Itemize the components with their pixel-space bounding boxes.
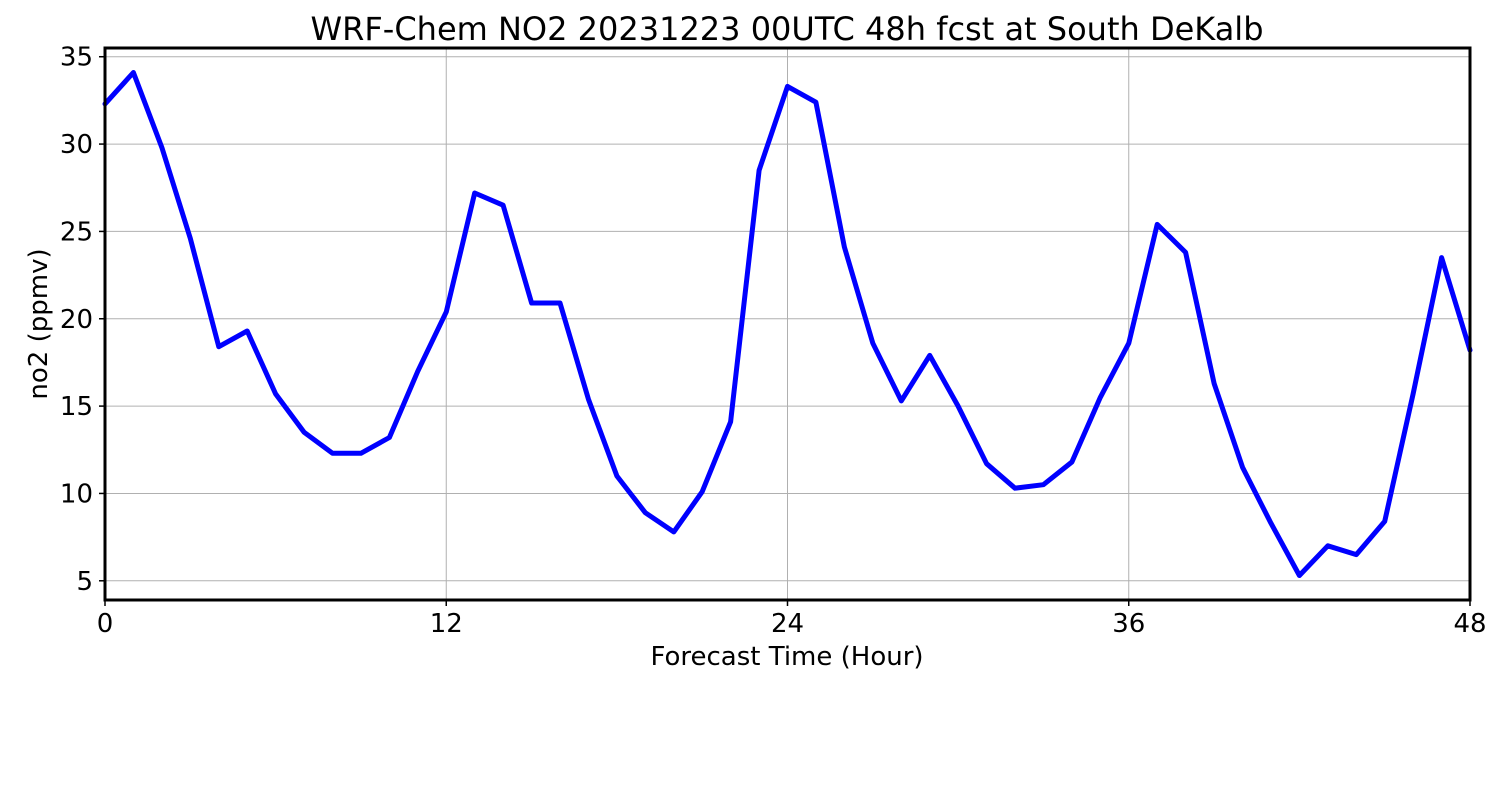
x-tick-label: 24 <box>771 609 804 639</box>
y-tick-label: 10 <box>60 479 93 509</box>
y-tick-label: 15 <box>60 392 93 422</box>
x-tick-label: 36 <box>1112 609 1145 639</box>
y-axis-label: no2 (ppmv) <box>24 248 54 399</box>
x-axis-label: Forecast Time (Hour) <box>650 642 923 672</box>
y-tick-label: 20 <box>60 305 93 335</box>
x-tick-label: 0 <box>97 609 114 639</box>
ticks: 0 12 24 36 48 5 10 15 20 25 30 35 <box>60 43 1487 639</box>
chart-title: WRF-Chem NO2 20231223 00UTC 48h fcst at … <box>311 10 1264 48</box>
y-tick-label: 5 <box>76 567 93 597</box>
y-tick-label: 30 <box>60 130 93 160</box>
x-tick-label: 48 <box>1453 609 1486 639</box>
y-tick-label: 35 <box>60 43 93 73</box>
x-tick-label: 12 <box>430 609 463 639</box>
y-tick-label: 25 <box>60 217 93 247</box>
series-layer <box>102 70 1473 578</box>
